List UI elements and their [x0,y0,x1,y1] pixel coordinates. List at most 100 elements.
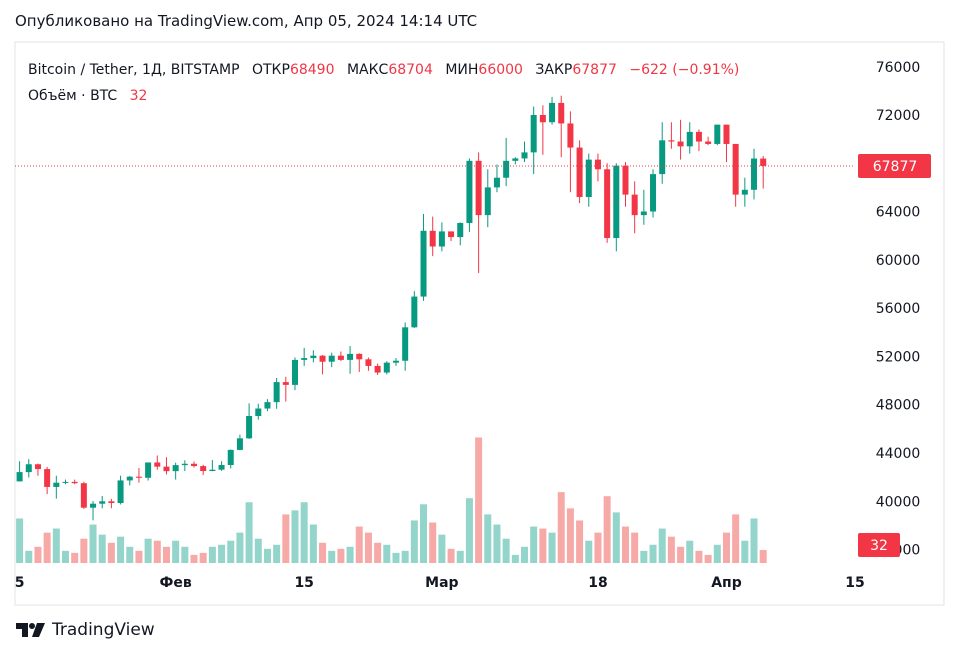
brand-logo [16,623,45,637]
y-tick-label: 56000 [876,301,921,317]
x-tick-label: Фев [160,575,192,591]
candle-body [567,123,574,148]
x-tick-label: 15 [294,575,313,591]
candle-body [145,462,152,478]
candle-body [622,165,629,195]
candle-body [741,189,748,195]
volume-bar [530,526,538,563]
volume-bar [25,550,33,563]
y-tick-label: 64000 [876,205,921,221]
candle-body [677,141,684,147]
volume-bar [465,498,473,563]
volume-bar [16,518,24,563]
candle-body [383,362,390,373]
volume-bar [291,510,299,563]
volume-value-label: 32 [870,538,888,554]
candle-body [264,402,271,409]
volume-bar [263,548,271,563]
candle-body [80,483,87,508]
candle-body [392,360,399,363]
candle-body [117,480,124,503]
volume-bar [43,532,51,563]
candle-body [429,230,436,247]
volume-bar [190,554,198,563]
legend-volume-row: Объём · BTC 32 [28,83,739,109]
candle-body [521,152,528,159]
volume-bar [355,526,363,563]
x-tick-label: Мар [425,575,458,591]
volume-bar [309,524,317,563]
volume-bar [750,518,758,563]
volume-bar [722,532,730,563]
candle-body [163,466,170,472]
volume-bar [319,542,327,563]
volume-bar [383,544,391,563]
candle-body [126,476,133,481]
volume-bar [640,550,648,563]
volume-bar [420,504,428,563]
volume-bar [144,538,152,563]
candle-body [319,355,326,362]
volume-bar [208,546,216,563]
candle-body [246,416,253,439]
volume-bar [603,496,611,563]
volume-bar [162,546,170,563]
volume-bar [649,544,657,563]
candle-body [273,382,280,403]
volume-bar [52,528,60,563]
volume-bar [484,514,492,563]
x-tick-label: 5 [15,575,25,591]
volume-bar [658,528,666,563]
candle-body [154,462,161,467]
candle-body [255,408,262,417]
candle-body [108,501,115,503]
volume-bar [34,546,42,563]
candle-body [328,355,335,362]
candle-body [631,194,638,216]
volume-bar [61,550,69,563]
candle-body [604,169,611,239]
symbol: Bitcoin / Tether, 1Д, BITSTAMP [28,62,240,78]
x-tick-label: Апр [711,575,742,591]
candle-body [539,114,546,123]
volume-bar [273,544,281,563]
volume-bar [71,552,79,563]
legend-price-row: Bitcoin / Tether, 1Д, BITSTAMP ОТКР68490… [28,57,739,83]
volume-bar [254,538,262,563]
candle-body [411,296,418,328]
candle-body [172,465,179,472]
candle-body [659,140,666,175]
candle-body [44,469,51,487]
ohlc-label: ЗАКР [535,62,573,78]
volume-bar [89,524,97,563]
last-price-label: 67877 [873,159,918,175]
volume-bar [107,542,115,563]
volume-bar [612,512,620,563]
candle-body [227,449,234,465]
candle-body [301,358,308,360]
volume-bar [511,554,519,563]
footer: TradingView [16,620,155,640]
volume-bar [300,502,308,563]
ohlc-value: 67877 [572,62,617,78]
volume-bar [456,550,464,563]
candle-body [503,160,510,178]
brand-name: TradingView [52,620,155,640]
volume-bar [98,534,106,563]
volume-bar [475,437,483,563]
candle-body [135,476,142,478]
volume-bar [557,492,565,563]
volume-value-box [858,533,900,557]
volume-bar [364,532,372,563]
candle-body [209,469,216,472]
candle-body [71,481,78,484]
y-tick-label: 40000 [876,494,921,510]
volume-bar [410,520,418,563]
candle-body [181,463,188,466]
volume-bar [502,538,510,563]
ohlc-label: МИН [445,62,479,78]
volume-bar [126,546,134,563]
candle-body [420,230,427,297]
candle-body [668,140,675,142]
